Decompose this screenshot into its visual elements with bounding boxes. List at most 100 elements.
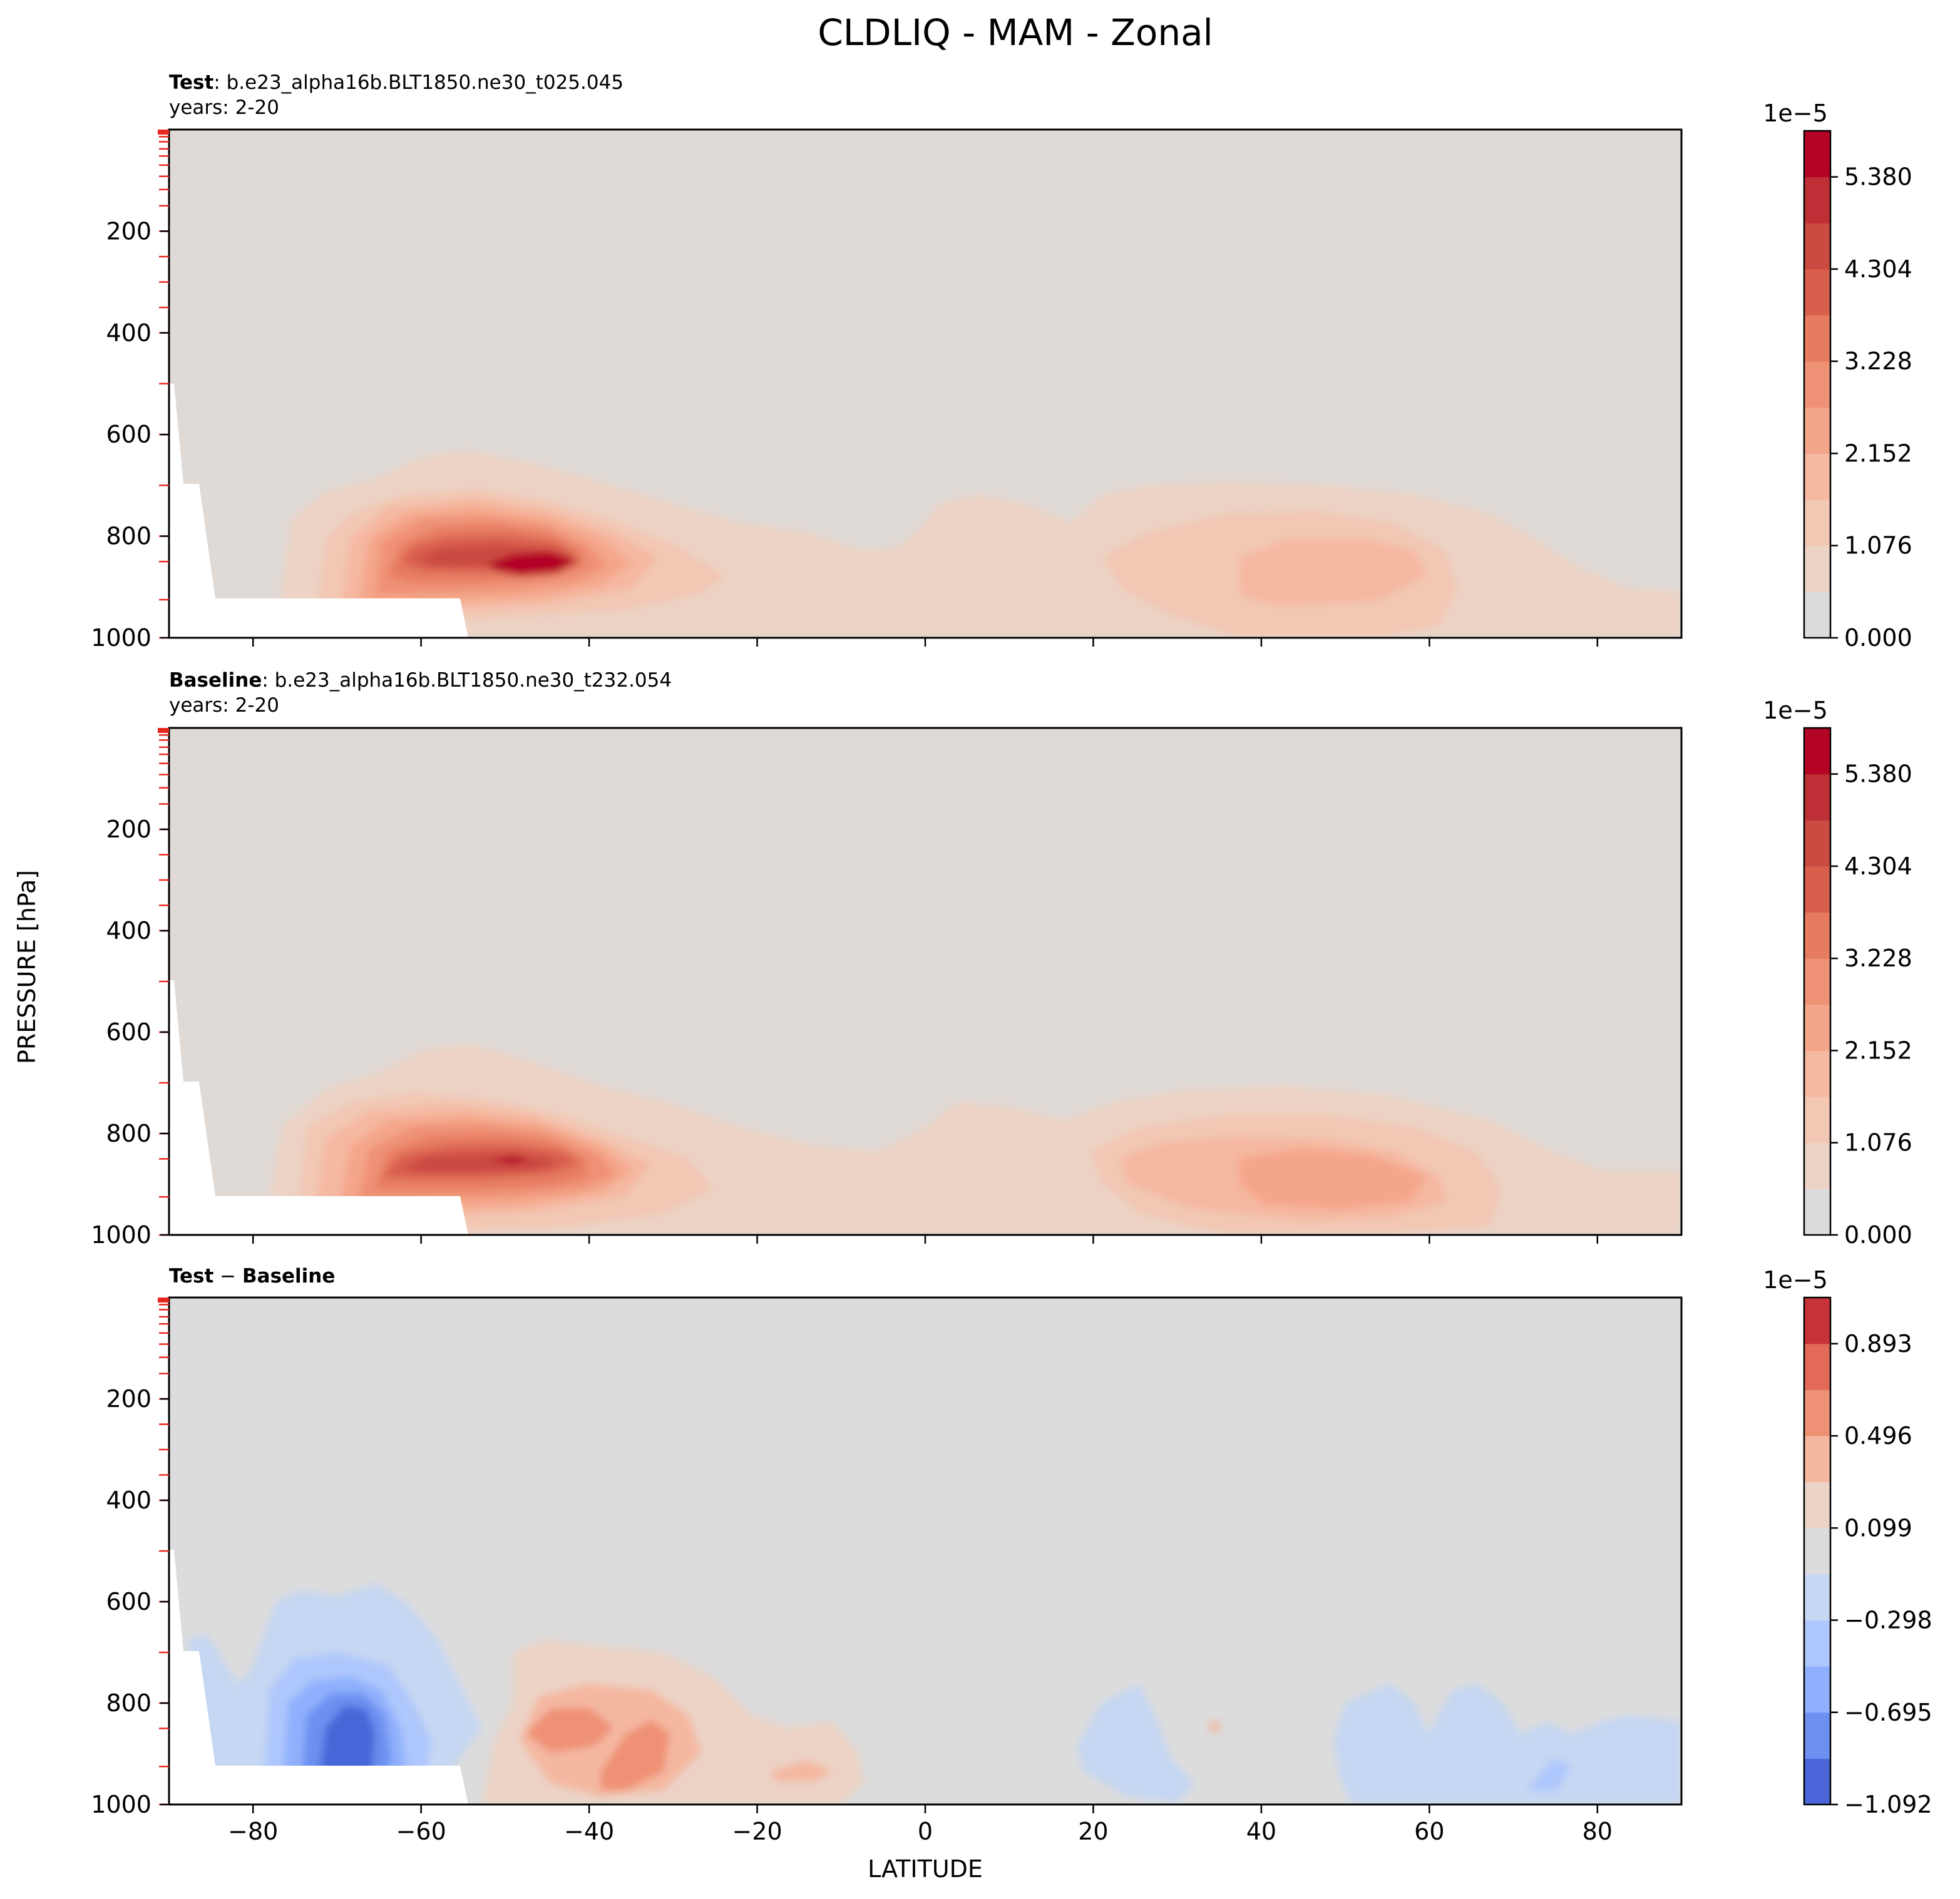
colorbar-segment (1804, 591, 1830, 638)
y-tick-label: 200 (106, 217, 151, 245)
panel-difference-contours (188, 1584, 1681, 1804)
panel-test-colorbar-exponent: 1e−5 (1763, 100, 1828, 127)
y-tick-label: 600 (106, 1588, 151, 1615)
panel-test-contours (275, 451, 1681, 638)
y-tick-label: 800 (106, 1689, 151, 1717)
colorbar-segment (1804, 774, 1830, 821)
panel-baseline-colorbar: 0.000 1.076 2.152 3.228 4.304 5.380 (1803, 727, 1912, 1249)
x-tick-label: 60 (1414, 1818, 1444, 1845)
panel-baseline-title: Baseline: b.e23_alpha16b.BLT1850.ne30_t2… (169, 669, 672, 692)
panel-difference-title: Test − Baseline (169, 1265, 335, 1287)
y-tick-label: 1000 (91, 624, 151, 652)
panel-difference-title-sep: − (213, 1265, 242, 1287)
contour-neg-n3 (1527, 1759, 1571, 1790)
panel-difference: Test − Baseline (91, 1265, 1932, 1845)
panel-baseline-title-text: : b.e23_alpha16b.BLT1850.ne30_t232.054 (262, 669, 672, 692)
panel-baseline-plot-area (169, 728, 1681, 1235)
colorbar-segment (1804, 1390, 1830, 1436)
panel-difference-title-a: Test (169, 1265, 214, 1287)
colorbar-segment (1804, 269, 1830, 316)
model-level-cluster (158, 130, 169, 135)
colorbar-segment (1804, 820, 1830, 867)
y-tick-label: 800 (106, 523, 151, 550)
contour-level-10 (488, 551, 579, 576)
panel-baseline: Baseline: b.e23_alpha16b.BLT1850.ne30_t2… (91, 669, 1912, 1249)
colorbar-tick-label: 0.893 (1844, 1330, 1912, 1358)
panel-difference-x-ticks: −80 −60 −40 −20 0 20 40 60 80 (228, 1804, 1613, 1845)
colorbar-segment (1804, 1343, 1830, 1390)
contour-neg-n2 (1333, 1684, 1681, 1804)
colorbar-segment (1804, 453, 1830, 500)
panel-test-x-ticks (252, 638, 1599, 647)
colorbar-segment (1804, 545, 1830, 592)
colorbar-segment (1804, 1574, 1830, 1621)
contour-neg-n1 (1077, 1684, 1196, 1803)
panel-test: Test: b.e23_alpha16b.BLT1850.ne30_t025.0… (91, 71, 1912, 652)
panel-baseline-missing-region (169, 980, 468, 1235)
panel-difference-missing-region (169, 1550, 468, 1804)
colorbar-tick-label: −0.695 (1844, 1699, 1932, 1726)
colorbar-segment (1804, 315, 1830, 362)
panel-test-plot-area (169, 130, 1681, 638)
panel-difference-y-ticks: 200 400 600 800 1000 (91, 1298, 169, 1818)
colorbar-tick-label: 2.152 (1844, 1037, 1912, 1064)
y-tick-label: 600 (106, 1018, 151, 1046)
colorbar-segment (1804, 1097, 1830, 1144)
colorbar-segment (1804, 223, 1830, 270)
colorbar-segment (1804, 407, 1830, 454)
colorbar-segment (1804, 1482, 1830, 1528)
contour-pos-3 (526, 1707, 613, 1753)
colorbar-segment (1804, 1004, 1830, 1051)
panel-baseline-years: years: 2-20 (169, 694, 279, 717)
y-tick-label: 1000 (91, 1221, 151, 1249)
panel-test-y-ticks: 200 400 600 800 1000 (91, 130, 169, 652)
panel-difference-colorbar-exponent: 1e−5 (1763, 1266, 1828, 1294)
colorbar-segment (1804, 1142, 1830, 1189)
figure-title: CLDLIQ - MAM - Zonal (818, 11, 1213, 54)
y-tick-label: 800 (106, 1120, 151, 1147)
colorbar-tick-label: 3.228 (1844, 347, 1912, 375)
colorbar-segment (1804, 1528, 1830, 1575)
colorbar-segment (1804, 1712, 1830, 1759)
panel-difference-plot-area (169, 1298, 1681, 1804)
colorbar-segment (1804, 499, 1830, 546)
model-level-cluster (158, 1298, 169, 1303)
x-tick-label: −40 (564, 1818, 614, 1845)
y-axis-label: PRESSURE [hPa] (13, 870, 41, 1064)
colorbar-tick-label: 4.304 (1844, 255, 1912, 283)
colorbar-tick-label: 4.304 (1844, 852, 1912, 880)
colorbar-segment (1804, 1666, 1830, 1713)
colorbar-segment (1804, 1436, 1830, 1482)
y-tick-label: 200 (106, 816, 151, 843)
y-tick-label: 600 (106, 421, 151, 448)
panel-baseline-contours (263, 1045, 1681, 1235)
colorbar-segment (1804, 912, 1830, 959)
contour-level-10 (488, 1155, 532, 1164)
panel-baseline-colorbar-exponent: 1e−5 (1763, 697, 1828, 724)
colorbar-segment (1804, 1620, 1830, 1667)
colorbar-segment (1804, 728, 1830, 775)
colorbar-segment (1804, 958, 1830, 1005)
x-tick-label: 80 (1583, 1818, 1613, 1845)
colorbar-tick-label: 5.380 (1844, 163, 1912, 191)
x-tick-label: 20 (1078, 1818, 1108, 1845)
colorbar-segment (1804, 177, 1830, 223)
colorbar-segment (1804, 131, 1830, 178)
colorbar-tick-label: 5.380 (1844, 760, 1912, 788)
colorbar-tick-label: 0.000 (1844, 1221, 1912, 1249)
panel-difference-title-b: Baseline (242, 1265, 335, 1287)
panel-baseline-x-ticks (252, 1235, 1599, 1244)
colorbar-tick-label: −1.092 (1844, 1791, 1932, 1818)
panel-test-title: Test: b.e23_alpha16b.BLT1850.ne30_t025.0… (169, 71, 623, 94)
x-tick-label: 0 (918, 1818, 933, 1845)
colorbar-tick-label: 1.076 (1844, 1129, 1912, 1157)
panel-test-title-bold: Test (169, 71, 214, 94)
model-level-cluster (158, 728, 169, 733)
panel-baseline-title-bold: Baseline (169, 669, 262, 692)
colorbar-segment (1804, 1758, 1830, 1805)
colorbar-tick-label: 1.076 (1844, 532, 1912, 560)
x-axis-label: LATITUDE (868, 1855, 983, 1883)
panel-difference-colorbar: −1.092 −0.695 −0.298 0.099 0.496 0.893 (1803, 1296, 1932, 1818)
x-tick-label: −20 (732, 1818, 782, 1845)
